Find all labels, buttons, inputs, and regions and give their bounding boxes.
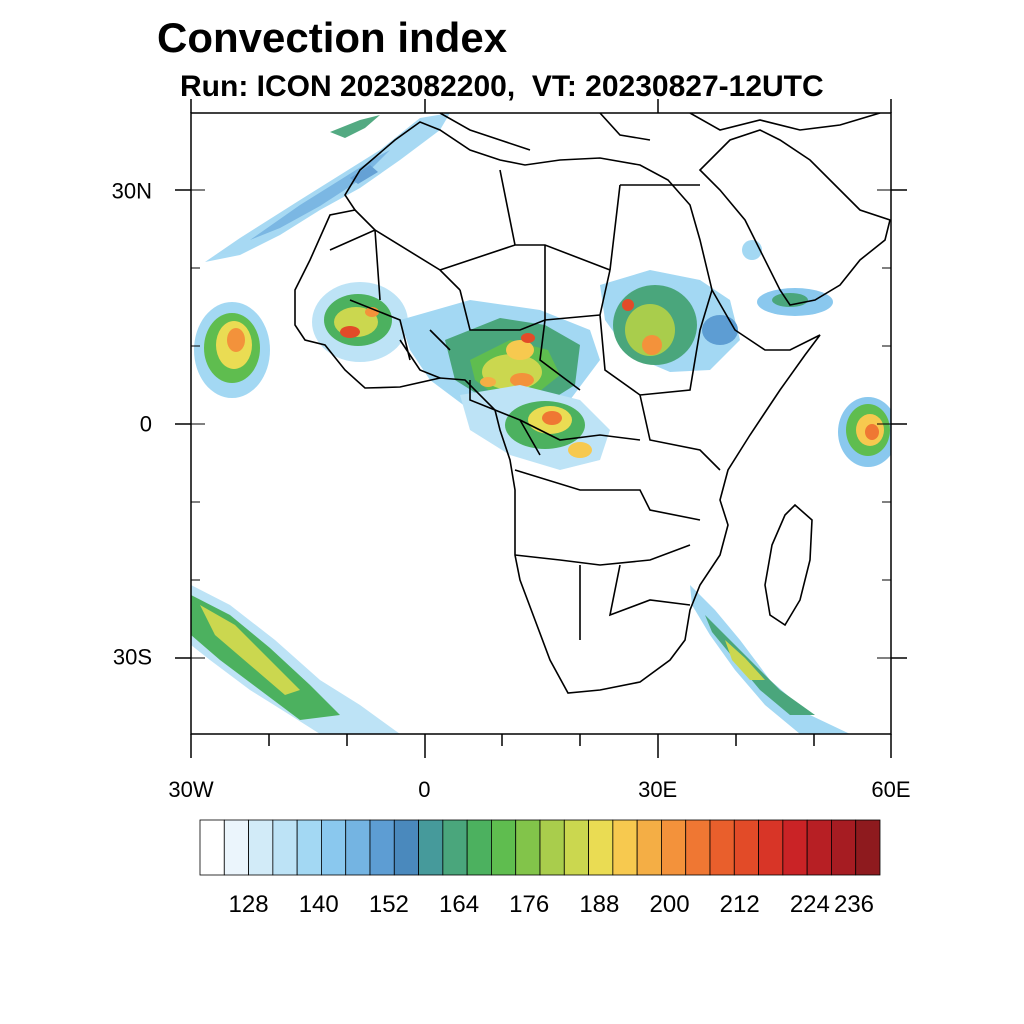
- colorbar-swatch: [588, 819, 614, 876]
- colorbar-swatch: [709, 819, 735, 876]
- colorbar-swatch: [442, 819, 468, 876]
- colorbar-label: 152: [369, 891, 409, 918]
- colorbar: [199, 819, 881, 876]
- colorbar-label: 224: [790, 891, 830, 918]
- sudan-ethiopia-cluster: [600, 270, 740, 372]
- colorbar-label: 236: [834, 891, 874, 918]
- x-tick-label: 30E: [638, 777, 677, 802]
- colorbar-label: 188: [579, 891, 619, 918]
- x-tick-label: 30W: [168, 777, 213, 802]
- colorbar-label: 200: [650, 891, 690, 918]
- colorbar-swatch: [539, 819, 565, 876]
- y-tick-label: 0: [140, 412, 152, 437]
- colorbar-swatch: [661, 819, 687, 876]
- colorbar-swatch: [296, 819, 322, 876]
- colorbar-swatch: [393, 819, 419, 876]
- midlatitude-band-north: [205, 113, 450, 262]
- southern-band-west: [191, 585, 400, 734]
- x-axis-labels: 30W 0 30E 60E: [168, 777, 910, 802]
- colorbar-swatch: [612, 819, 638, 876]
- colorbar-label: 176: [509, 891, 549, 918]
- madagascar: [764, 503, 813, 627]
- y-tick-label: 30N: [112, 179, 152, 204]
- x-tick-label: 60E: [871, 777, 910, 802]
- colorbar-label: 140: [299, 891, 339, 918]
- colorbar-swatch: [806, 819, 832, 876]
- colorbar-swatch: [758, 819, 784, 876]
- country-borders: [329, 169, 721, 640]
- colorbar-swatch: [199, 819, 225, 876]
- colorbar-swatch: [466, 819, 492, 876]
- europe-coast: [439, 113, 881, 151]
- colorbar-swatch: [855, 819, 881, 876]
- colorbar-swatch: [418, 819, 444, 876]
- colorbar-swatch: [831, 819, 857, 876]
- x-tick-label: 0: [418, 777, 430, 802]
- colorbar-swatch: [248, 819, 274, 876]
- colorbar-swatch: [345, 819, 371, 876]
- colorbar-swatch: [636, 819, 662, 876]
- colorbar-swatch: [272, 819, 298, 876]
- y-axis-labels: 30N 0 30S: [112, 179, 152, 670]
- outer-ticks: [175, 99, 907, 758]
- sahel-band: [400, 300, 600, 420]
- indian-ocean-cluster: [838, 397, 891, 467]
- coastlines-borders: [294, 113, 891, 694]
- southern-band-east: [690, 585, 850, 734]
- colorbar-label: 212: [720, 891, 760, 918]
- colorbar-label: 128: [229, 891, 269, 918]
- colorbar-swatch: [782, 819, 808, 876]
- convection-field: [191, 113, 891, 734]
- colorbar-swatch: [321, 819, 347, 876]
- chart-title: Convection index: [157, 14, 508, 61]
- colorbar-swatch: [733, 819, 759, 876]
- atlantic-cluster: [194, 302, 270, 398]
- colorbar-swatch: [223, 819, 249, 876]
- colorbar-swatch: [491, 819, 517, 876]
- plot-frame-ticks: [191, 189, 891, 659]
- map-plot-area: [191, 113, 891, 734]
- arabia-coastline: [698, 129, 891, 306]
- colorbar-swatch: [515, 819, 541, 876]
- west-africa-cluster: [312, 282, 408, 362]
- y-tick-label: 30S: [113, 644, 152, 669]
- africa-coastline: [294, 121, 821, 694]
- colorbar-labels: 128 140 152 164 176 188 200 212 224 236: [229, 891, 874, 918]
- colorbar-swatch: [685, 819, 711, 876]
- colorbar-swatch: [563, 819, 589, 876]
- run-subtitle: Run: ICON 2023082200, VT: 20230827-12UTC: [180, 70, 824, 103]
- colorbar-swatch: [369, 819, 395, 876]
- colorbar-label: 164: [439, 891, 479, 918]
